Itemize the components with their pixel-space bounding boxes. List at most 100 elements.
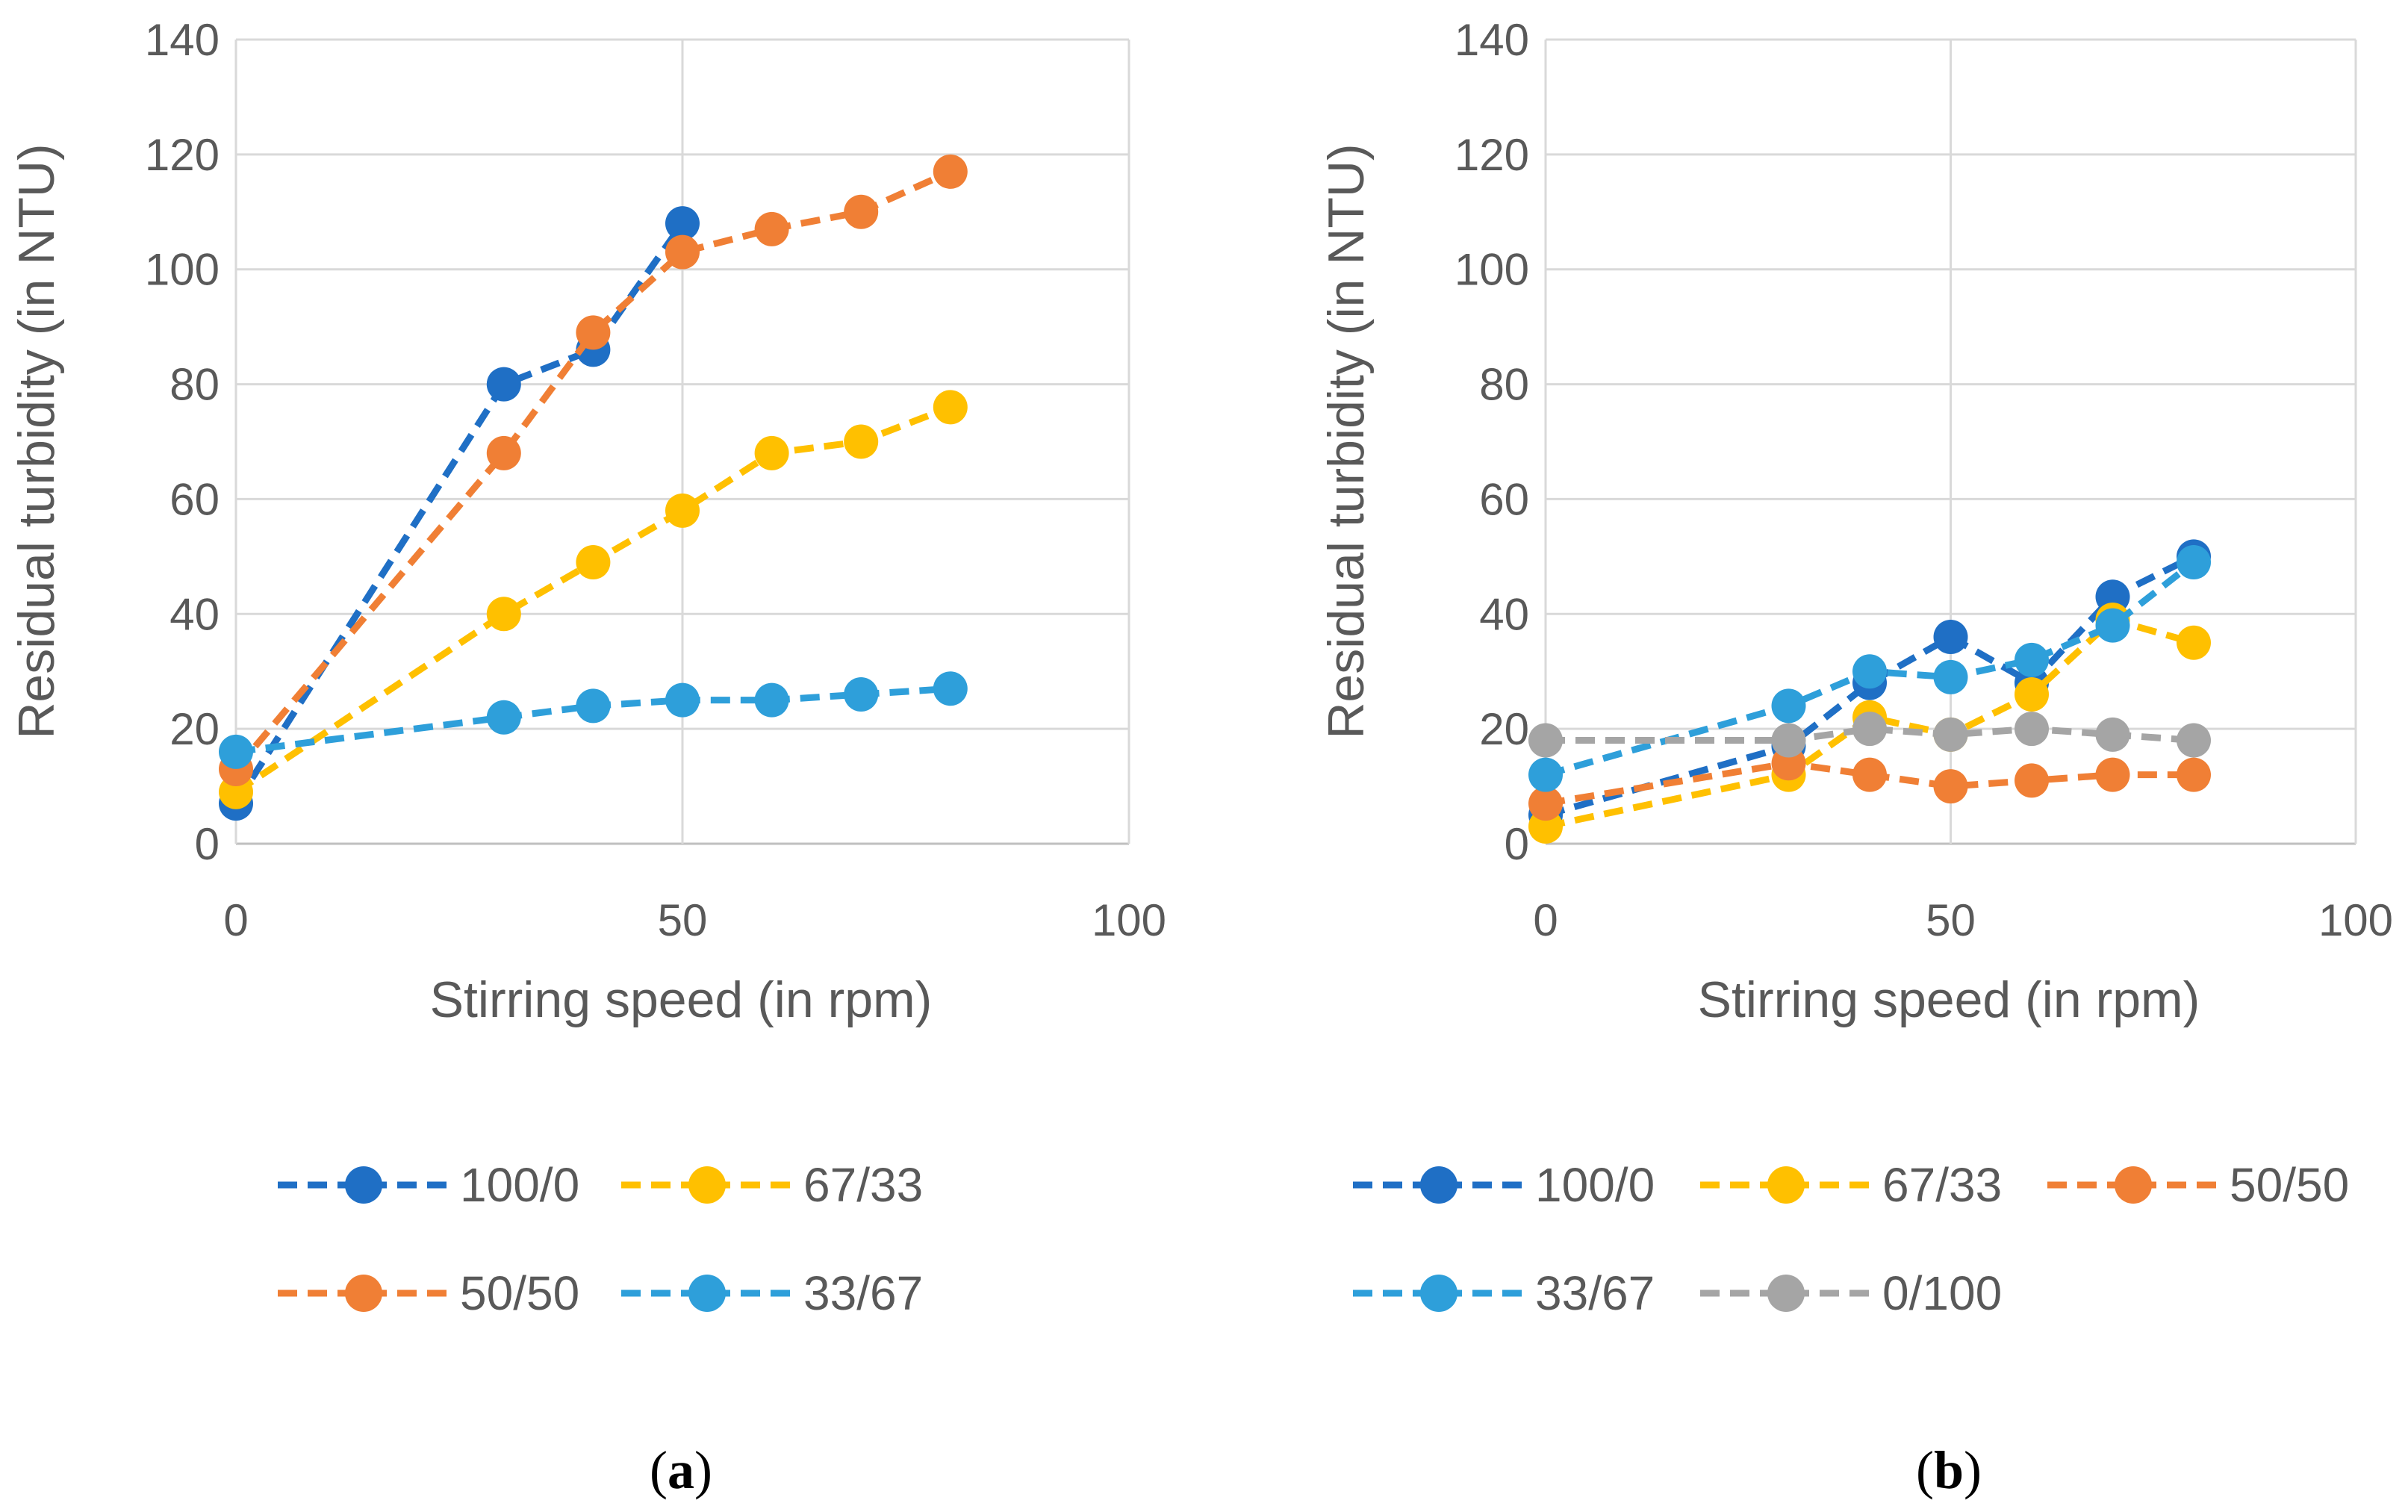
x-tick-label: 0 bbox=[1533, 895, 1558, 945]
series-line-67/33 bbox=[234, 404, 952, 795]
legend-label: 0/100 bbox=[1882, 1266, 2002, 1320]
y-tick-label: 60 bbox=[169, 474, 220, 524]
data-point bbox=[2177, 723, 2211, 758]
legend-item: 67/33 bbox=[1700, 1158, 2002, 1212]
y-tick-label: 80 bbox=[1479, 360, 1529, 410]
data-point bbox=[1852, 654, 1887, 689]
y-tick-label: 120 bbox=[145, 130, 220, 180]
data-point bbox=[576, 315, 611, 350]
data-point bbox=[486, 700, 521, 735]
y-tick-label: 40 bbox=[1479, 589, 1529, 639]
data-point bbox=[754, 682, 789, 718]
legend-label: 50/50 bbox=[460, 1266, 579, 1320]
legend-marker bbox=[1767, 1166, 1805, 1204]
y-tick-label: 40 bbox=[169, 589, 220, 639]
legend-label: 67/33 bbox=[1882, 1158, 2002, 1212]
x-axis-title: Stirring speed (in rpm) bbox=[430, 971, 933, 1028]
y-tick-label: 20 bbox=[1479, 704, 1529, 754]
y-tick-label: 140 bbox=[1455, 15, 1529, 65]
data-point bbox=[1528, 723, 1563, 758]
legend-label: 100/0 bbox=[460, 1158, 579, 1212]
data-point bbox=[2015, 642, 2049, 677]
y-tick-label: 140 bbox=[145, 15, 220, 65]
data-point bbox=[2095, 608, 2130, 643]
data-point bbox=[1528, 757, 1563, 792]
data-point bbox=[2015, 712, 2049, 747]
data-point bbox=[219, 734, 253, 769]
legend-marker bbox=[1420, 1275, 1457, 1312]
data-point bbox=[2015, 676, 2049, 712]
y-tick-label: 60 bbox=[1479, 474, 1529, 524]
data-point bbox=[1528, 786, 1563, 821]
x-axis-title: Stirring speed (in rpm) bbox=[1698, 971, 2200, 1028]
data-point bbox=[2177, 625, 2211, 660]
data-point bbox=[844, 676, 879, 712]
legend-marker bbox=[1420, 1166, 1457, 1204]
data-point bbox=[1933, 659, 1968, 694]
data-point bbox=[933, 671, 968, 706]
data-point bbox=[844, 424, 879, 459]
legend-marker bbox=[2115, 1166, 2152, 1204]
y-tick-label: 0 bbox=[195, 819, 220, 869]
data-point bbox=[844, 194, 879, 229]
data-point bbox=[665, 493, 700, 528]
series-line-50/50 bbox=[233, 168, 952, 771]
data-point bbox=[754, 211, 789, 246]
y-tick-label: 100 bbox=[1455, 245, 1529, 295]
x-tick-label: 0 bbox=[223, 895, 248, 945]
legend-marker bbox=[688, 1166, 726, 1204]
legend-label: 100/0 bbox=[1535, 1158, 1655, 1212]
legend-label: 33/67 bbox=[1535, 1266, 1655, 1320]
legend: 100/0 67/33 50/50 33/67 bbox=[278, 1158, 923, 1320]
legend: 100/0 67/33 50/50 33/67 0/100 bbox=[1353, 1158, 2349, 1320]
data-point bbox=[486, 597, 521, 632]
y-tick-label: 20 bbox=[169, 704, 220, 754]
data-point bbox=[1933, 769, 1968, 804]
y-tick-label: 120 bbox=[1455, 130, 1529, 180]
panel-caption: (a) bbox=[650, 1440, 712, 1500]
x-tick-label: 100 bbox=[2318, 895, 2393, 945]
y-axis-title: Residual turbidity (in NTU) bbox=[8, 143, 65, 738]
data-point bbox=[2015, 763, 2049, 798]
chart-panel-a: 0 20 40 60 80 100 120 140 0 50 100 Residual turbidi… bbox=[8, 15, 1166, 1500]
legend-item: 50/50 bbox=[278, 1266, 579, 1320]
data-point bbox=[665, 206, 700, 241]
legend-item: 100/0 bbox=[278, 1158, 579, 1212]
y-axis-title: Residual turbidity (in NTU) bbox=[1318, 143, 1375, 738]
data-point bbox=[1933, 717, 1968, 752]
legend-item: 0/100 bbox=[1700, 1266, 2002, 1320]
data-point bbox=[486, 367, 521, 402]
data-point bbox=[1771, 688, 1806, 724]
legend-label: 33/67 bbox=[803, 1266, 923, 1320]
data-point bbox=[2177, 757, 2211, 792]
data-point bbox=[1933, 620, 1968, 655]
data-point bbox=[665, 682, 700, 718]
legend-item: 100/0 bbox=[1353, 1158, 1655, 1212]
data-point bbox=[754, 435, 789, 470]
data-point bbox=[2095, 717, 2130, 752]
legend-item: 50/50 bbox=[2047, 1158, 2349, 1212]
data-point bbox=[2177, 545, 2211, 580]
data-point bbox=[933, 390, 968, 425]
data-point bbox=[486, 435, 521, 470]
legend-item: 33/67 bbox=[621, 1266, 923, 1320]
legend-label: 67/33 bbox=[803, 1158, 923, 1212]
data-point bbox=[576, 545, 611, 580]
panel-caption: (b) bbox=[1916, 1440, 1982, 1500]
data-point bbox=[665, 234, 700, 270]
data-point bbox=[933, 154, 968, 189]
x-tick-label: 50 bbox=[658, 895, 708, 945]
y-tick-label: 100 bbox=[145, 245, 220, 295]
legend-marker bbox=[345, 1275, 382, 1312]
legend-marker bbox=[1767, 1275, 1805, 1312]
legend-item: 67/33 bbox=[621, 1158, 923, 1212]
data-point bbox=[576, 688, 611, 724]
data-point bbox=[1852, 712, 1887, 747]
legend-label: 50/50 bbox=[2230, 1158, 2349, 1212]
x-tick-label: 50 bbox=[1926, 895, 1976, 945]
y-tick-label: 80 bbox=[169, 360, 220, 410]
data-point bbox=[1852, 757, 1887, 792]
legend-item: 33/67 bbox=[1353, 1266, 1655, 1320]
legend-marker bbox=[345, 1166, 382, 1204]
